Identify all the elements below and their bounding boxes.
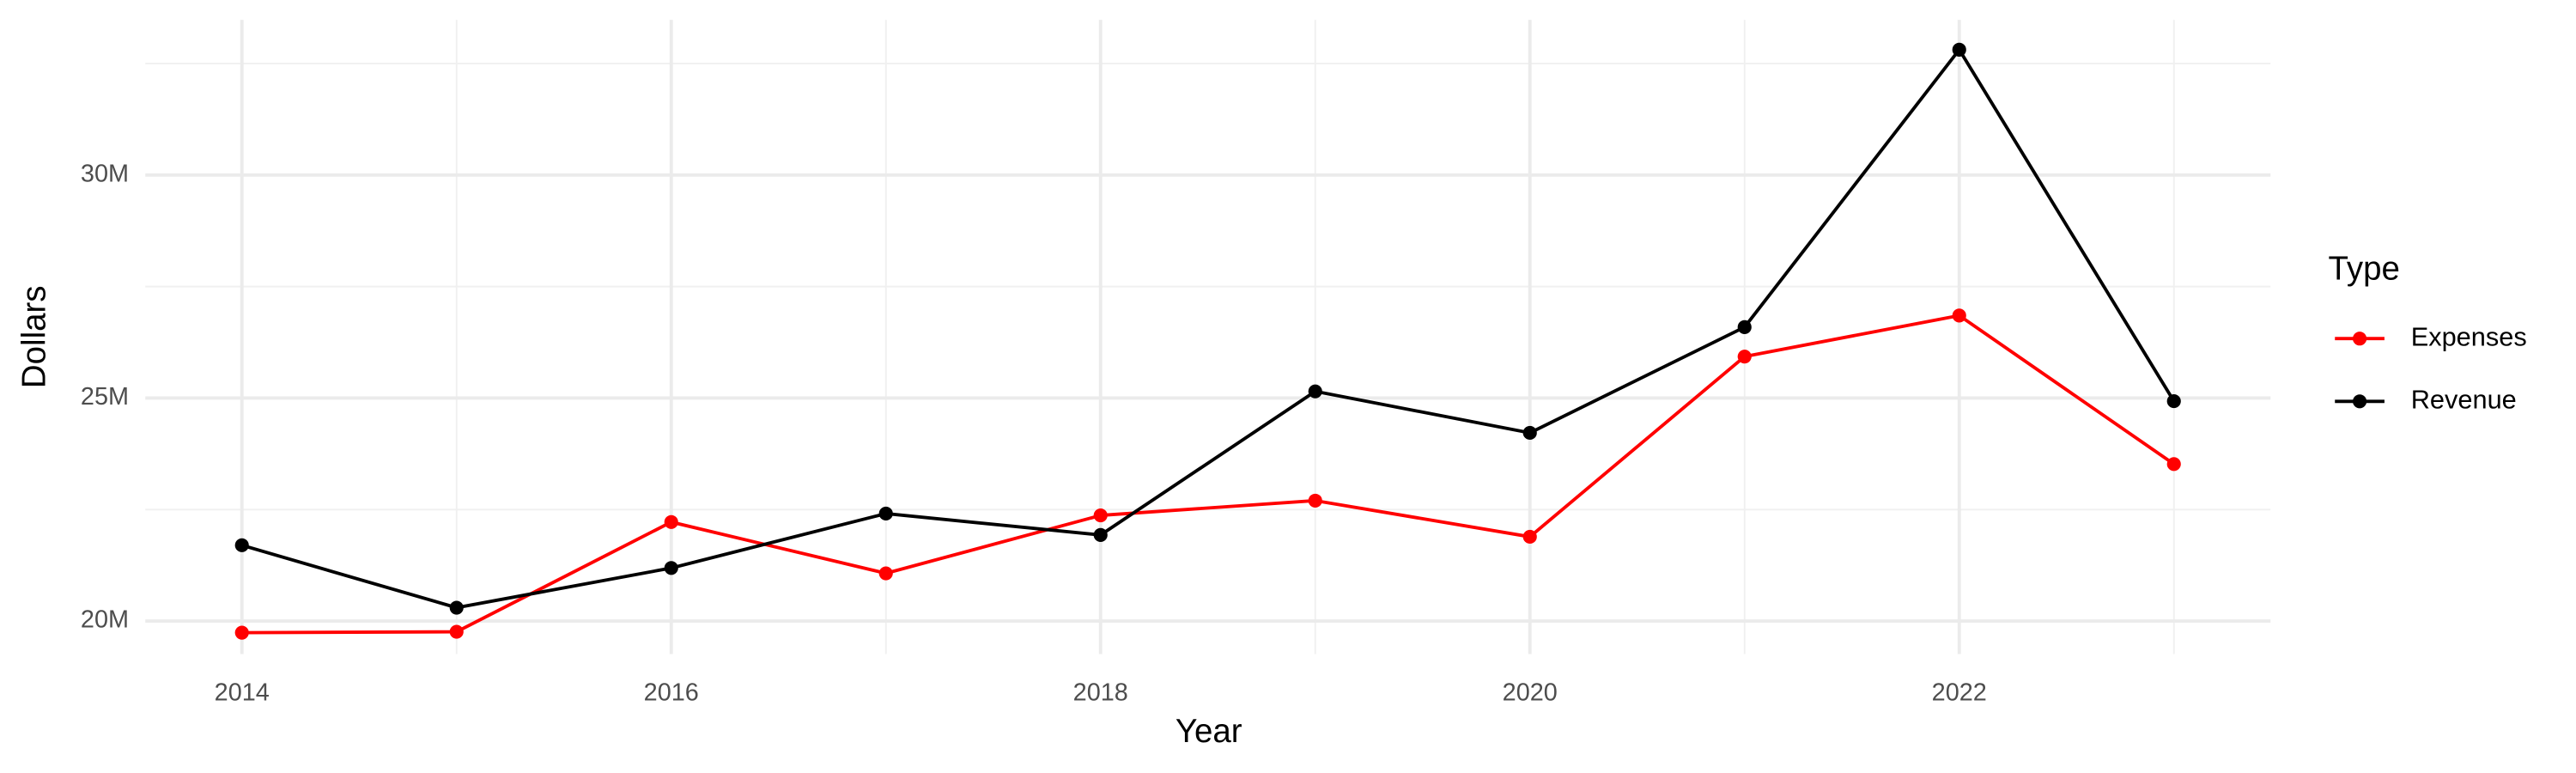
series-line [241, 313, 2175, 635]
data-point [1308, 384, 1322, 399]
data-point [1952, 42, 1966, 57]
legend-label: Expenses [2411, 321, 2527, 351]
data-point [1093, 508, 1108, 523]
data-point [1093, 527, 1108, 542]
legend-label: Revenue [2411, 384, 2517, 414]
data-point [234, 538, 249, 552]
data-point [1737, 350, 1752, 364]
data-point [234, 625, 249, 640]
x-tick-label: 2020 [1503, 679, 1558, 706]
data-point [664, 561, 678, 575]
y-tick-label: 20M [81, 606, 129, 634]
data-point [664, 514, 678, 529]
series-line [241, 46, 2176, 610]
data-point [1522, 529, 1537, 545]
data-point [1737, 320, 1752, 334]
x-tick-label: 2018 [1073, 679, 1128, 706]
data-point [1308, 493, 1322, 508]
legend-key-point [2353, 394, 2367, 409]
data-point [1952, 308, 1966, 323]
x-tick-label: 2022 [1932, 679, 1987, 706]
data-point [878, 506, 893, 521]
data-point [449, 600, 464, 615]
x-axis-title: Year [1176, 713, 1242, 750]
grid [145, 20, 2271, 654]
data-point [2166, 457, 2181, 472]
x-tick-label: 2014 [215, 679, 270, 706]
data-point [449, 624, 464, 639]
data-point [878, 566, 893, 581]
y-tick-label: 30M [81, 160, 129, 187]
x-tick-label: 2016 [644, 679, 699, 706]
data-point [1522, 425, 1537, 441]
y-axis-title: Dollars [15, 285, 52, 388]
y-tick-label: 25M [81, 383, 129, 411]
data-point [2166, 394, 2181, 409]
legend-title: Type [2329, 251, 2400, 288]
legend-key-point [2353, 332, 2367, 346]
